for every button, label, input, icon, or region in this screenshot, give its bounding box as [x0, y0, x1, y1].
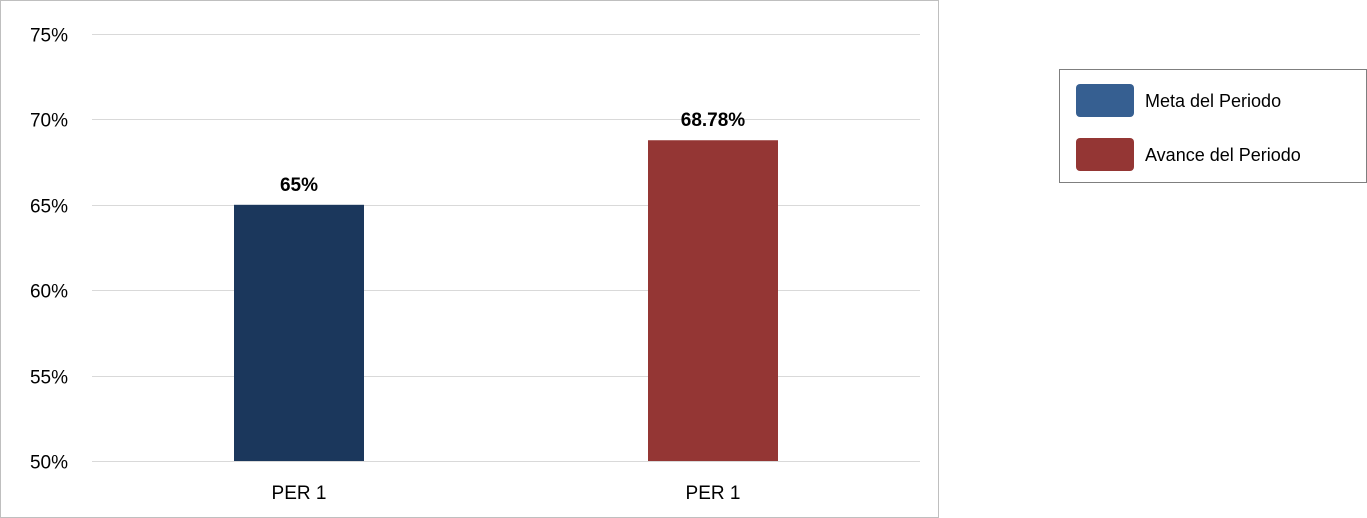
- x-category-label: PER 1: [686, 483, 741, 504]
- gridlines: [92, 34, 920, 462]
- x-axis-labels: PER 1 PER 1: [272, 483, 741, 504]
- y-tick-label: 50%: [30, 453, 68, 474]
- y-tick-label: 70%: [30, 111, 68, 132]
- legend-label: Meta del Periodo: [1145, 91, 1281, 111]
- y-tick-label: 60%: [30, 282, 68, 303]
- x-category-label: PER 1: [272, 483, 327, 504]
- legend-swatch: [1076, 138, 1134, 171]
- y-tick-label: 65%: [30, 197, 68, 218]
- bars: [234, 140, 778, 462]
- y-tick-label: 55%: [30, 368, 68, 389]
- chart-frame: [0, 0, 939, 518]
- y-axis-ticks: 50% 55% 60% 65% 70% 75%: [30, 26, 68, 474]
- legend-swatch: [1076, 84, 1134, 117]
- bar: [234, 204, 364, 462]
- y-tick-label: 75%: [30, 26, 68, 47]
- legend: Meta del Periodo Avance del Periodo: [1059, 69, 1367, 183]
- data-labels: 65% 68.78%: [280, 110, 745, 196]
- bar: [648, 140, 778, 461]
- bar-data-label: 65%: [280, 175, 318, 196]
- legend-label: Avance del Periodo: [1145, 145, 1301, 165]
- bar-data-label: 68.78%: [681, 110, 746, 131]
